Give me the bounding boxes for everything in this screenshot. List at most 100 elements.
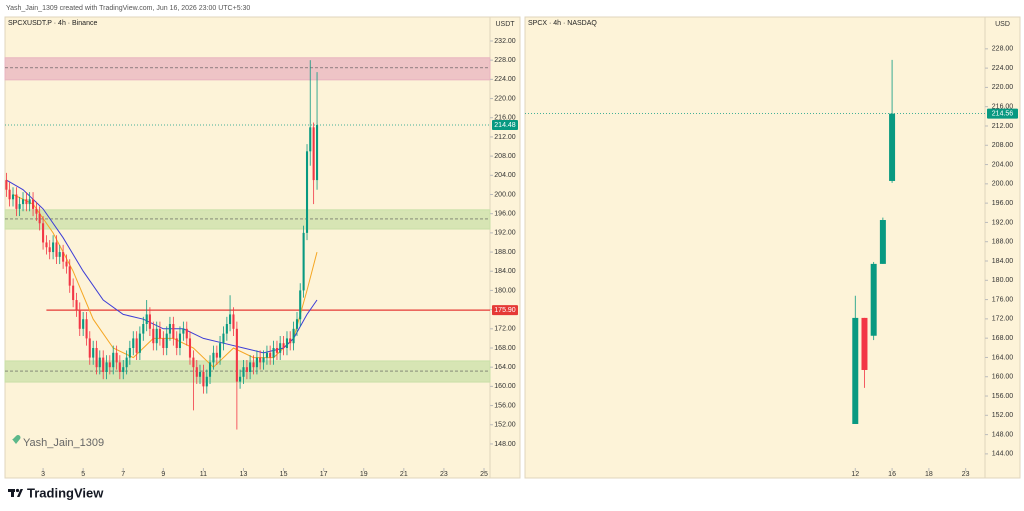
candle-body: [285, 338, 289, 348]
x-tick-label: 13: [240, 471, 248, 478]
candle-body: [108, 362, 111, 368]
panel-background: [4, 16, 521, 479]
candle-body: [305, 151, 309, 233]
y-tick-label: 228.00: [992, 46, 1014, 53]
last-price-tag: [492, 120, 518, 131]
candle-body: [852, 317, 859, 424]
footer-brand: TradingView: [27, 485, 104, 500]
candle-body: [295, 319, 299, 329]
candle-body: [82, 319, 85, 329]
y-tick-label: 192.00: [494, 230, 516, 237]
candle-body: [182, 328, 185, 334]
y-tick-label: 152.00: [992, 412, 1014, 419]
y-tick-label: 192.00: [992, 219, 1014, 226]
x-tick-label: 3: [41, 471, 45, 478]
price-tag: [492, 305, 518, 316]
zone: [4, 209, 491, 230]
candle-body: [292, 328, 295, 344]
y-tick-label: 232.00: [494, 38, 516, 45]
panel-background: [524, 16, 1021, 479]
candle-body: [11, 194, 15, 200]
candle-body: [72, 285, 75, 301]
candle-body: [65, 261, 68, 267]
x-tick-label: 11: [200, 471, 207, 478]
y-tick-label: 200.00: [494, 191, 516, 198]
y-tick-label: 200.00: [992, 181, 1014, 188]
candle-body: [879, 220, 886, 264]
candle-body: [259, 357, 262, 363]
watermark-icon: [12, 435, 21, 444]
candle-body: [78, 309, 81, 329]
candle-body: [316, 125, 319, 181]
last-price-label: 214.56: [992, 110, 1014, 117]
candle-body: [62, 252, 65, 262]
y-tick-label: 164.00: [992, 354, 1014, 361]
x-tick-label: 25: [480, 471, 488, 478]
candle-body: [188, 338, 192, 358]
chart-panel: SPCX · 4h · NASDAQ USD 228.00 224.00 220.00 2…: [524, 16, 1021, 479]
x-tick-label: 17: [320, 471, 328, 478]
candle-body: [245, 367, 248, 372]
candle-body: [28, 199, 31, 205]
candle-body: [282, 343, 285, 348]
candle-body: [42, 223, 45, 243]
y-tick-label: 204.00: [992, 161, 1014, 168]
zone: [4, 57, 491, 81]
candle-body: [312, 127, 315, 181]
candle-body: [279, 343, 282, 353]
candle-body: [255, 357, 258, 368]
candle-body: [138, 333, 141, 353]
candle-body: [235, 328, 238, 382]
y-tick-label: 208.00: [494, 153, 516, 160]
y-tick-label: 176.00: [992, 296, 1014, 303]
chart-title: SPCXUSDT.P · 4h · Binance: [8, 20, 97, 27]
candle-body: [861, 317, 868, 370]
y-tick-label: 184.00: [494, 268, 516, 275]
y-tick-label: 196.00: [992, 200, 1014, 207]
y-tick-label: 228.00: [494, 57, 516, 64]
candle-body: [132, 338, 135, 348]
candle-body: [219, 343, 222, 358]
candle-body: [302, 232, 305, 291]
candle-body: [225, 324, 228, 334]
x-tick-label: 19: [360, 471, 368, 478]
y-tick-label: 164.00: [494, 364, 516, 371]
y-tick-label: 216.00: [494, 115, 516, 122]
candle-body: [249, 362, 252, 372]
candle-body: [18, 204, 21, 209]
y-tick-label: 216.00: [992, 104, 1014, 111]
candle-body: [115, 352, 118, 363]
y-tick-label: 184.00: [992, 258, 1014, 265]
y-tick-label: 188.00: [992, 239, 1014, 246]
candle-body: [122, 367, 125, 372]
candle-body: [889, 113, 896, 181]
candle-body: [142, 324, 145, 334]
y-tick-label: 148.00: [992, 431, 1014, 438]
y-tick-label: 212.00: [992, 123, 1014, 130]
y-tick-label: 204.00: [494, 172, 516, 179]
y-tick-label: 156.00: [494, 402, 516, 409]
candle-body: [212, 352, 215, 363]
candle-body: [152, 328, 155, 344]
y-tick-label: 160.00: [494, 383, 516, 390]
candle-body: [198, 371, 202, 377]
y-tick-label: 212.00: [494, 134, 516, 141]
candle-body: [262, 357, 265, 363]
candle-body: [32, 199, 35, 209]
y-tick-label: 224.00: [992, 65, 1014, 72]
candle-body: [208, 362, 212, 377]
chart-title: SPCX · 4h · NASDAQ: [528, 20, 597, 27]
candle-body: [272, 347, 275, 358]
x-tick-label: 16: [888, 471, 896, 478]
candle-body: [172, 324, 175, 339]
candle-body: [102, 357, 105, 372]
candle-body: [21, 199, 25, 205]
candle-body: [205, 376, 208, 387]
last-price-tag: [987, 108, 1018, 119]
candle-body: [15, 194, 18, 209]
candle-body: [870, 263, 877, 336]
y-tick-label: 148.00: [494, 441, 516, 448]
candle-body: [92, 347, 95, 358]
